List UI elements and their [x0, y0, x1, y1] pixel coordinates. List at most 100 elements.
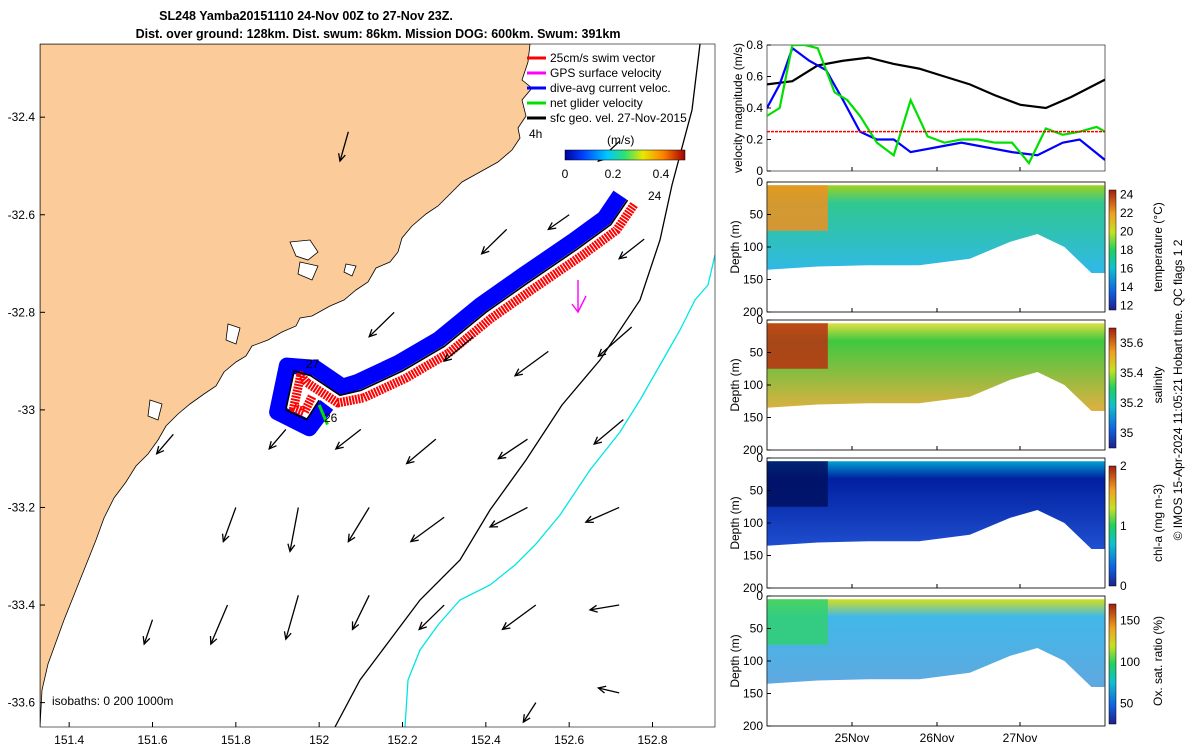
arrow-shaft [547, 214, 570, 230]
arrow-head [596, 685, 607, 694]
geo-velocity-arrow [480, 228, 508, 255]
geo-velocity-arrow [497, 438, 528, 460]
lake-1 [289, 239, 319, 261]
arrow-head [283, 631, 292, 641]
geo-velocity-arrow [588, 604, 620, 613]
geo-velocity-arrow [488, 506, 528, 528]
section-ytick-label: 200 [743, 581, 763, 595]
geo-velocity-arrow [593, 419, 624, 446]
velocity-ytick-label: 0.2 [746, 133, 763, 147]
section-ytick-label: 50 [750, 346, 764, 360]
section-panel: 0 50 100 150 200 Depth (m) 12 14 16 18 20 22 24 tempe… [728, 175, 1165, 319]
arrow-shaft [268, 428, 287, 450]
arrow-head [547, 222, 557, 231]
section-colorbar-tick-label: 35 [1120, 426, 1134, 440]
geo-velocity-arrow [334, 428, 362, 450]
section-ytick-label: 200 [743, 305, 763, 319]
arrow-head [337, 153, 346, 163]
velocity-series-line [767, 56, 1105, 110]
arrow-head [501, 622, 511, 631]
geo-velocity-arrow [209, 604, 229, 646]
arrow-shaft [589, 604, 620, 611]
track-day26-label: 26 [324, 411, 338, 425]
map-xtick-label: 151.8 [221, 733, 251, 747]
section-colorbar-tick-label: 1 [1120, 519, 1127, 533]
section-xtick-label: 25Nov [835, 731, 870, 745]
arrow-head [497, 451, 507, 460]
section-ytick-label: 0 [756, 313, 763, 327]
section-ytick-label: 100 [743, 240, 763, 254]
track-end-label: 27 [306, 357, 320, 371]
section-ytick-label: 100 [743, 654, 763, 668]
geo-velocity-arrow [405, 438, 437, 465]
section-data-fill [767, 185, 1105, 273]
geo-velocity-arrow [268, 428, 287, 451]
arrow-shaft [593, 419, 624, 445]
section-colorbar-tick-label: 35.6 [1120, 336, 1144, 350]
section-colorbar [1108, 189, 1117, 311]
arrow-head [155, 445, 165, 455]
map-ytick-label: -33.6 [8, 696, 36, 710]
map-xtick-label: 151.6 [137, 733, 167, 747]
geo-velocity-arrow [155, 433, 174, 455]
arrow-head [522, 714, 531, 724]
section-colorbar-tick-label: 16 [1120, 261, 1134, 275]
arrow-head [409, 534, 419, 543]
arrow-head [488, 520, 499, 528]
glider-path-line [284, 199, 629, 421]
velocity-ylabel: velocity magnitude (m/s) [731, 43, 745, 173]
gps-velocity-arrowhead [571, 295, 587, 314]
geo-velocity-arrow [337, 131, 349, 163]
velocity-axes: 0 0.2 0.4 0.6 0.8 [746, 38, 1021, 178]
arrow-shaft [585, 506, 620, 523]
net-glider-velocity-mark [317, 404, 329, 426]
geo-velocity-arrow [513, 350, 549, 377]
section-colorbar-label: temperature (°C) [1151, 202, 1165, 292]
arrow-shaft [481, 228, 508, 255]
section-colorbar [1108, 465, 1117, 587]
section-ytick-label: 150 [743, 273, 763, 287]
section-data-fill [767, 599, 1105, 687]
geo-velocity-arrow [597, 326, 633, 358]
section-panel: 0 50 100 150 200 Depth (m) 50 100 150 Ox. sat. ra… [728, 589, 1165, 733]
section-ytick-label: 0 [756, 175, 763, 189]
arrow-shaft [347, 507, 370, 542]
map-xtick-label: 152 [309, 733, 329, 747]
section-colorbar-label: salinity [1151, 367, 1165, 404]
geo-velocity-arrow [522, 702, 537, 724]
section-colorbar [1108, 327, 1117, 449]
section-xtick-label: 27Nov [1003, 731, 1038, 745]
section-colorbar-tick-label: 2 [1120, 459, 1127, 473]
section-ytick-label: 100 [743, 516, 763, 530]
arrow-shaft [335, 428, 362, 450]
section-ytick-label: 100 [743, 378, 763, 392]
velocity-frame [766, 44, 1106, 172]
section-colorbar-label: Ox. sat. ratio (%) [1151, 616, 1165, 706]
arrow-head [443, 353, 453, 363]
section-colorbar-tick-label: 22 [1120, 206, 1134, 220]
section-colorbar-tick-label: 35.2 [1120, 396, 1144, 410]
section-xtick-label: 26Nov [920, 731, 955, 745]
arrow-head [368, 328, 377, 338]
section-ylabel: Depth (m) [728, 358, 742, 411]
arrow-head [405, 455, 415, 465]
swim-vector-band [289, 202, 638, 417]
geo-velocity-arrow [409, 516, 445, 543]
legend-label: dive-avg current veloc. [550, 81, 671, 95]
arrow-head [418, 621, 427, 631]
section-colorbar-tick-label: 24 [1120, 188, 1134, 202]
arrow-shaft [339, 131, 349, 162]
legend-label: 25cm/s swim vector [550, 51, 655, 65]
footer-credit: © IMOS 15-Apr-2024 11:05:21 Hobart time.… [1171, 239, 1185, 540]
section-ytick-label: 200 [743, 719, 763, 733]
legend-label: GPS surface velocity [550, 66, 661, 80]
section-colorbar-tick-label: 150 [1120, 614, 1140, 628]
section-ytick-label: 0 [756, 451, 763, 465]
map-ytick-label: -32.6 [8, 208, 36, 222]
arrow-shaft [497, 438, 528, 460]
velocity-ytick-label: 0.6 [746, 70, 763, 84]
geo-velocity-arrow [287, 507, 299, 553]
map-ytick-label: -32.8 [8, 305, 36, 319]
arrow-shaft [443, 336, 474, 362]
geo-velocity-arrow [221, 507, 237, 544]
